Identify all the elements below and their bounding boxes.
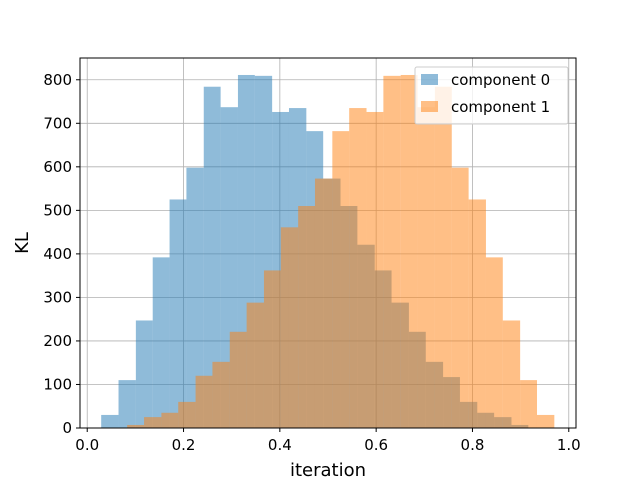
plot-frame	[79, 57, 577, 429]
y-tick-label: 600	[43, 158, 72, 176]
x-tick-label: 0.8	[461, 436, 485, 454]
histogram-bar-component-1	[520, 380, 537, 428]
histogram-bar-component-1	[212, 361, 230, 428]
histogram-bar-component-1	[314, 178, 333, 428]
histogram-bar-component-1	[502, 320, 521, 428]
legend-swatch-component-1	[421, 101, 438, 112]
histogram-bar-component-1	[127, 424, 145, 428]
histogram-bar-component-1	[144, 417, 162, 428]
histogram-bar-component-0	[203, 86, 221, 429]
legend: component 0 component 1	[414, 66, 569, 125]
y-tick-label: 300	[43, 288, 72, 306]
x-tick-label: 1.0	[557, 436, 581, 454]
histogram-bar-component-0	[186, 167, 204, 428]
histogram-bar-component-0	[135, 320, 153, 428]
y-tick-label: 100	[43, 375, 72, 393]
histogram-bar-component-1	[451, 167, 469, 428]
histogram-bar-component-1	[536, 414, 555, 428]
x-tick-label: 0.2	[172, 436, 196, 454]
y-tick-label: 200	[43, 332, 72, 350]
axis-ticks: 0.0 0.2 0.4 0.6 0.8 1.0 0 100 200 300 400 500 600 700…	[43, 71, 580, 454]
y-tick-label: 700	[43, 114, 72, 132]
y-tick-label: 0	[62, 419, 72, 437]
x-axis-label: iteration	[290, 460, 366, 480]
x-tick-label: 0.6	[364, 436, 388, 454]
histogram-bar-component-0	[152, 257, 170, 428]
histogram-bar-component-1	[400, 74, 418, 428]
histogram-bar-component-1	[280, 227, 299, 428]
legend-label-component-1: component 1	[451, 98, 550, 116]
legend-label-component-0: component 0	[451, 71, 550, 89]
histogram-bar-component-1	[366, 111, 384, 428]
histogram-bar-component-1	[229, 331, 247, 428]
bars	[101, 74, 555, 429]
histogram-bar-component-0	[101, 414, 119, 428]
histogram-bar-component-1	[178, 401, 196, 428]
histogram-bar-component-1	[485, 257, 503, 428]
x-tick-label: 0.0	[75, 436, 99, 454]
y-tick-label: 400	[43, 245, 72, 263]
legend-box	[414, 66, 569, 125]
histogram-bar-component-1	[195, 375, 213, 428]
legend-swatch-component-0	[421, 74, 438, 85]
histogram-bar-component-1	[383, 75, 401, 429]
histogram-bar-component-0	[118, 380, 136, 428]
histogram-bar-component-1	[349, 108, 367, 428]
histogram-bar-component-1	[332, 131, 350, 429]
histogram-bar-component-1	[468, 199, 486, 428]
histogram-bar-component-1	[263, 270, 281, 428]
histogram-bar-component-1	[161, 412, 179, 428]
histogram-bar-component-1	[417, 107, 435, 428]
histogram-bar-component-1	[246, 302, 264, 428]
y-tick-label: 500	[43, 201, 72, 219]
y-axis-label: KL	[12, 232, 33, 254]
histogram-bar-component-1	[298, 206, 315, 428]
x-tick-label: 0.4	[268, 436, 292, 454]
y-tick-label: 800	[43, 71, 72, 89]
histogram-bar-component-0	[169, 199, 187, 428]
histogram-bar-component-1	[434, 86, 452, 429]
